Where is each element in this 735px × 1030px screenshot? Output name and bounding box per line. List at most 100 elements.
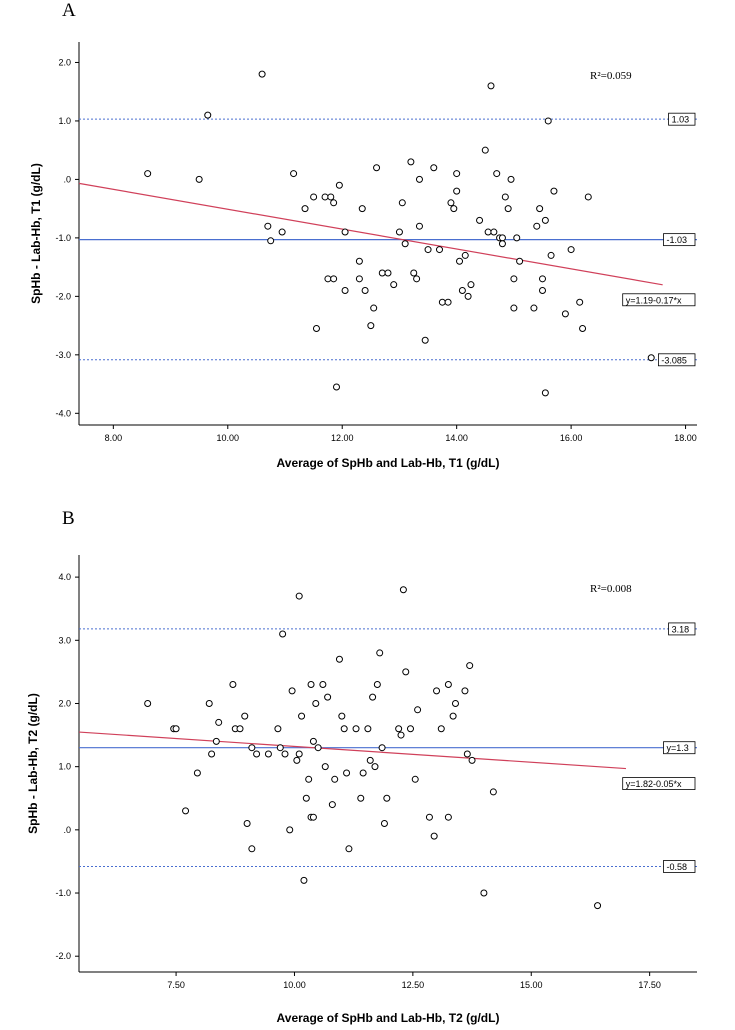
panel-a-data-point [476, 216, 484, 224]
panel-b-data-point [468, 756, 476, 764]
panel-b-data-point [406, 725, 414, 733]
panel-a-data-point [456, 257, 464, 265]
panel-b-data-point [594, 902, 602, 910]
panel-a-data-point [341, 287, 349, 295]
panel-a-data-point [544, 117, 552, 125]
panel-b-data-point [357, 794, 365, 802]
panel-b-y-tick-label: -1.0 [55, 888, 71, 898]
panel-a-data-point [367, 322, 375, 330]
panel-b-data-point [236, 725, 244, 733]
panel-a-data-point [333, 383, 340, 391]
panel-a-data-point [395, 228, 403, 236]
panel-b-data-point [352, 725, 360, 733]
panel-b-data-point [331, 775, 339, 783]
panel-b-data-point [397, 731, 405, 739]
panel-a-data-point [267, 237, 275, 245]
panel-a-data-point [510, 275, 518, 283]
panel-a-upper-loa-label: 1.03 [672, 115, 690, 125]
panel-b-data-point [461, 687, 469, 695]
panel-a-data-point [533, 222, 541, 230]
panel-a-data-point [415, 175, 423, 183]
panel-a-data-point [378, 269, 386, 277]
panel-a-data-point [401, 240, 409, 248]
panel-a-data-point [444, 298, 452, 306]
panel-b-mean-label: y=1.3 [667, 743, 689, 753]
panel-b-y-tick-label: .0 [63, 825, 71, 835]
panel-b-data-point [451, 699, 459, 707]
panel-b-data-point [376, 649, 384, 657]
panel-a-data-point [547, 251, 555, 259]
panel-b-data-point [288, 687, 296, 695]
panel-b-data-point [264, 750, 272, 758]
panel-a-data-point [504, 205, 512, 213]
panel-a-data-point [447, 199, 455, 207]
panel-b-data-point [312, 699, 320, 707]
panel-b-lower-loa-label-box [663, 860, 696, 873]
panel-b-regression-line [78, 731, 627, 770]
panel-a-regression-label: y=1.19-0.17*x [626, 295, 682, 305]
panel-a-data-point [312, 325, 320, 333]
panel-a-data-point [335, 181, 343, 189]
panel-a-data-point [258, 70, 266, 78]
panel-a-data-point [561, 310, 569, 318]
panel-a-data-point [536, 205, 544, 213]
panel-b-y-tick-label: 3.0 [58, 635, 71, 645]
panel-b-data-point [359, 769, 367, 777]
panel-a-data-point [290, 170, 298, 178]
panel-a-data-point [541, 389, 549, 397]
panel-a-data-point [424, 246, 432, 254]
panel-a-x-tick-label: 10.00 [217, 433, 240, 443]
panel-a-data-point [407, 158, 415, 166]
panel-b-data-point [340, 725, 348, 733]
panel-a-x-tick-label: 14.00 [445, 433, 468, 443]
panel-a-data-point [390, 281, 398, 289]
panel-a-lower-loa-label: -3.085 [661, 355, 687, 365]
panel-a-data-point [481, 146, 489, 154]
panel-a-data-point [453, 187, 461, 195]
panel-a-data-point [584, 193, 592, 201]
panel-a-y-tick-label: -2.0 [55, 291, 71, 301]
panel-b-data-point [444, 681, 452, 689]
panel-b-data-point [444, 813, 452, 821]
panel-b-data-point [414, 706, 422, 714]
panel-a-data-point [539, 275, 546, 283]
panel-a-data-point [398, 199, 406, 207]
panel-b-data-point [395, 725, 403, 733]
panel-b-data-point [399, 586, 407, 594]
panel-a-y-tick-label: 1.0 [58, 116, 71, 126]
panel-b-y-tick-label: 1.0 [58, 762, 71, 772]
panel-b-y-tick-label: -2.0 [55, 951, 71, 961]
panel-b-data-point [241, 712, 249, 720]
panel-a-r2-label: R²=0.059 [590, 70, 632, 82]
panel-b-data-point [193, 769, 201, 777]
panel-b-y-tick-label: 2.0 [58, 698, 71, 708]
panel-a-data-point [464, 292, 472, 300]
panel-b-data-point [369, 693, 377, 701]
panel-a-data-point [453, 170, 461, 178]
panel-a-data-point [310, 193, 318, 201]
panel-a-mean-label: -1.03 [667, 235, 688, 245]
panel-a-data-point [567, 246, 575, 254]
panel-b-data-point [463, 750, 471, 758]
panel-b-data-point [378, 744, 386, 752]
panel-b-x-tick-label: 17.50 [638, 980, 661, 990]
panel-a-data-point [450, 205, 458, 213]
panel-a-data-point [579, 325, 587, 333]
panel-a-data-point [421, 336, 429, 344]
panel-a-data-point [498, 240, 506, 248]
panel-a-data-point [370, 304, 378, 312]
panel-a-x-tick-label: 18.00 [674, 433, 697, 443]
panel-a-regression-line [78, 182, 663, 286]
panel-b-x-tick-label: 7.50 [167, 980, 185, 990]
panel-a-regression-label-box [622, 293, 696, 307]
panel-a-letter: A [62, 0, 76, 21]
panel-a-data-point [487, 82, 495, 90]
panel-b-data-point [345, 845, 353, 853]
panel-a-data-point [490, 228, 498, 236]
panel-a-data-point [530, 304, 538, 312]
panel-a-data-point [355, 275, 363, 283]
panel-b-data-point [281, 750, 289, 758]
panel-a-data-point [493, 170, 501, 178]
panel-a-x-tick-label: 8.00 [105, 433, 123, 443]
